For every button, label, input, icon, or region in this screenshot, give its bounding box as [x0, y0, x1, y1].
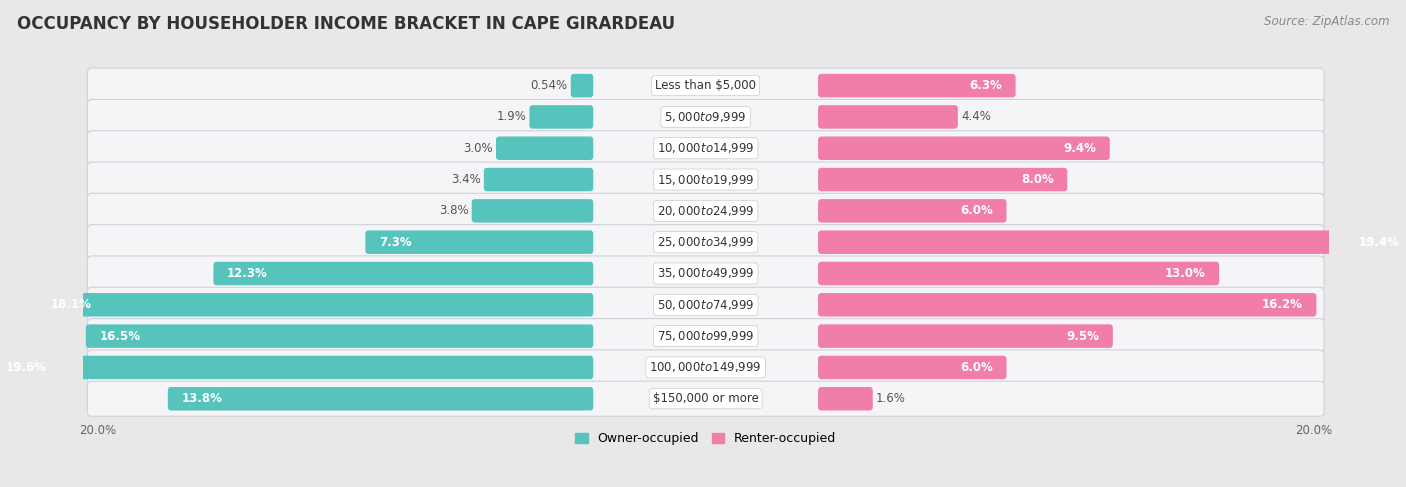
FancyBboxPatch shape	[530, 105, 593, 129]
Text: $150,000 or more: $150,000 or more	[652, 392, 759, 405]
Text: 9.5%: 9.5%	[1066, 330, 1099, 343]
Text: 16.2%: 16.2%	[1261, 299, 1303, 311]
Text: $15,000 to $19,999: $15,000 to $19,999	[657, 172, 755, 187]
Text: 6.0%: 6.0%	[960, 361, 993, 374]
Text: 18.1%: 18.1%	[51, 299, 91, 311]
Text: $5,000 to $9,999: $5,000 to $9,999	[665, 110, 747, 124]
Text: 13.8%: 13.8%	[181, 392, 222, 405]
FancyBboxPatch shape	[818, 199, 1007, 223]
FancyBboxPatch shape	[818, 356, 1007, 379]
Text: 16.5%: 16.5%	[100, 330, 141, 343]
Text: $20,000 to $24,999: $20,000 to $24,999	[657, 204, 755, 218]
Text: 12.3%: 12.3%	[228, 267, 269, 280]
Legend: Owner-occupied, Renter-occupied: Owner-occupied, Renter-occupied	[569, 427, 841, 450]
FancyBboxPatch shape	[87, 162, 1324, 197]
FancyBboxPatch shape	[496, 136, 593, 160]
FancyBboxPatch shape	[87, 99, 1324, 134]
Text: 6.3%: 6.3%	[969, 79, 1002, 92]
FancyBboxPatch shape	[87, 225, 1324, 260]
Text: OCCUPANCY BY HOUSEHOLDER INCOME BRACKET IN CAPE GIRARDEAU: OCCUPANCY BY HOUSEHOLDER INCOME BRACKET …	[17, 15, 675, 33]
Text: 0.54%: 0.54%	[530, 79, 568, 92]
Text: 19.6%: 19.6%	[6, 361, 46, 374]
Text: $50,000 to $74,999: $50,000 to $74,999	[657, 298, 755, 312]
Text: $35,000 to $49,999: $35,000 to $49,999	[657, 266, 755, 281]
Text: 19.4%: 19.4%	[1360, 236, 1400, 249]
Text: 6.0%: 6.0%	[960, 205, 993, 217]
FancyBboxPatch shape	[818, 262, 1219, 285]
Text: $25,000 to $34,999: $25,000 to $34,999	[657, 235, 755, 249]
FancyBboxPatch shape	[818, 74, 1015, 97]
Text: 3.4%: 3.4%	[451, 173, 481, 186]
FancyBboxPatch shape	[87, 193, 1324, 228]
FancyBboxPatch shape	[818, 136, 1109, 160]
FancyBboxPatch shape	[37, 293, 593, 317]
Text: 4.4%: 4.4%	[960, 111, 991, 123]
Text: 1.9%: 1.9%	[496, 111, 526, 123]
FancyBboxPatch shape	[87, 350, 1324, 385]
FancyBboxPatch shape	[87, 68, 1324, 103]
FancyBboxPatch shape	[484, 168, 593, 191]
FancyBboxPatch shape	[818, 324, 1112, 348]
FancyBboxPatch shape	[571, 74, 593, 97]
FancyBboxPatch shape	[87, 318, 1324, 354]
Text: 3.8%: 3.8%	[439, 205, 468, 217]
FancyBboxPatch shape	[87, 131, 1324, 166]
FancyBboxPatch shape	[818, 168, 1067, 191]
FancyBboxPatch shape	[87, 287, 1324, 322]
FancyBboxPatch shape	[471, 199, 593, 223]
FancyBboxPatch shape	[0, 356, 593, 379]
FancyBboxPatch shape	[87, 256, 1324, 291]
FancyBboxPatch shape	[214, 262, 593, 285]
Text: 7.3%: 7.3%	[380, 236, 412, 249]
Text: Less than $5,000: Less than $5,000	[655, 79, 756, 92]
Text: 13.0%: 13.0%	[1164, 267, 1205, 280]
FancyBboxPatch shape	[86, 324, 593, 348]
Text: $100,000 to $149,999: $100,000 to $149,999	[650, 360, 762, 375]
FancyBboxPatch shape	[818, 230, 1406, 254]
Text: 8.0%: 8.0%	[1021, 173, 1053, 186]
FancyBboxPatch shape	[818, 293, 1316, 317]
Text: 3.0%: 3.0%	[464, 142, 494, 155]
Text: 1.6%: 1.6%	[876, 392, 905, 405]
Text: $10,000 to $14,999: $10,000 to $14,999	[657, 141, 755, 155]
Text: Source: ZipAtlas.com: Source: ZipAtlas.com	[1264, 15, 1389, 28]
FancyBboxPatch shape	[818, 105, 957, 129]
FancyBboxPatch shape	[818, 387, 873, 411]
Text: 9.4%: 9.4%	[1063, 142, 1097, 155]
FancyBboxPatch shape	[87, 381, 1324, 416]
Text: $75,000 to $99,999: $75,000 to $99,999	[657, 329, 755, 343]
FancyBboxPatch shape	[366, 230, 593, 254]
FancyBboxPatch shape	[167, 387, 593, 411]
